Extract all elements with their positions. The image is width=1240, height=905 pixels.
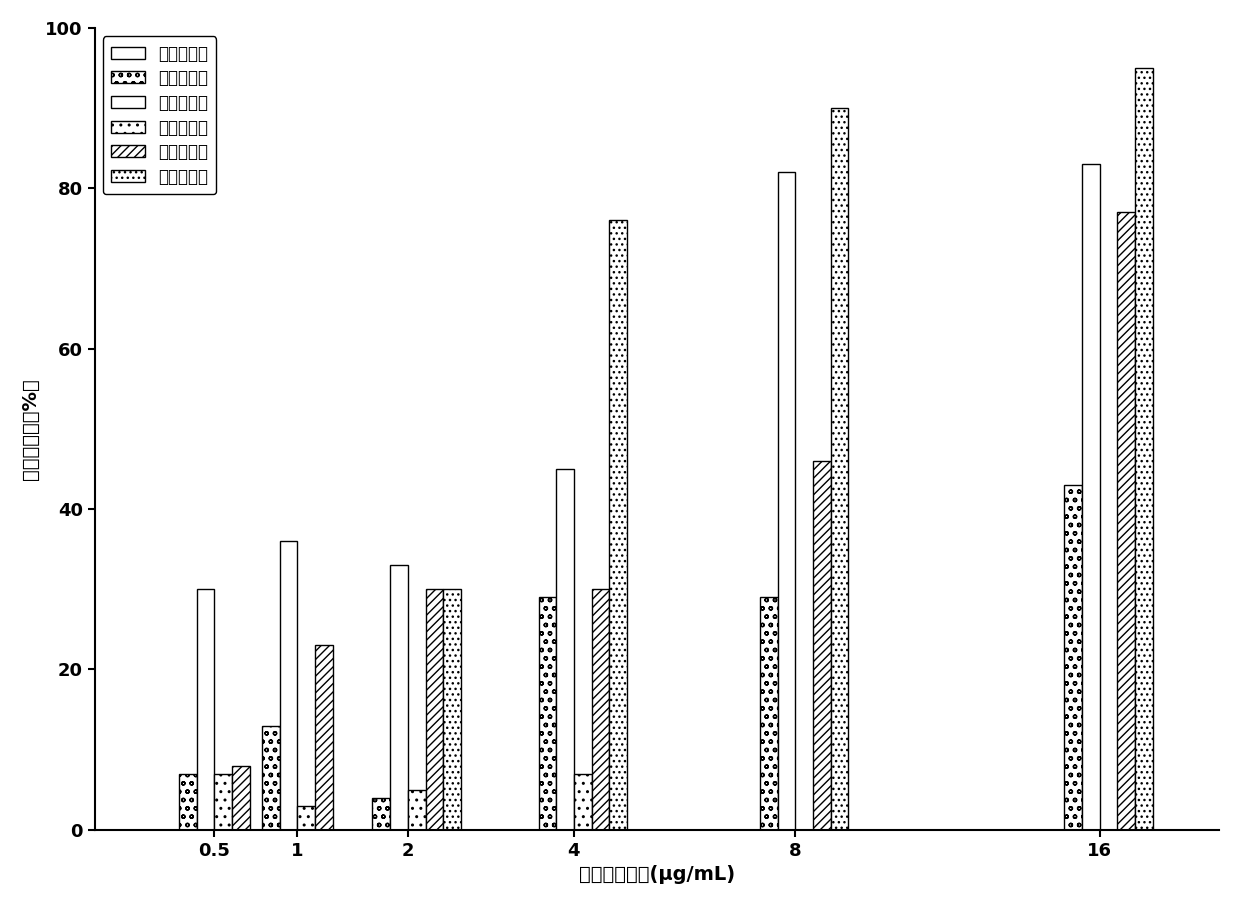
Bar [196, 589, 215, 830]
Bar [609, 220, 627, 830]
Y-axis label: 生长抑制率（%）: 生长抑制率（%） [21, 378, 40, 480]
Bar [1135, 68, 1153, 830]
Bar [1117, 213, 1135, 830]
Bar [813, 461, 831, 830]
Bar [591, 589, 609, 830]
Bar [538, 597, 557, 830]
Bar [391, 565, 408, 830]
Bar [298, 805, 315, 830]
Bar [215, 774, 232, 830]
Bar [557, 469, 574, 830]
Bar [315, 645, 332, 830]
Bar [372, 797, 391, 830]
Bar [262, 726, 279, 830]
Legend: 强壮前沟藻, 赤潮异弯藻, 米氏凯伦藻, 球形樿蕢藻, 东海原甲藻, 中肿骨条藻: 强壮前沟藻, 赤潮异弯藻, 米氏凯伦藻, 球形樿蕢藻, 东海原甲藻, 中肿骨条藻 [103, 36, 216, 195]
Bar [425, 589, 444, 830]
X-axis label: 重著酸销浓度(μg/mL): 重著酸销浓度(μg/mL) [579, 865, 735, 884]
Bar [408, 790, 425, 830]
Bar [760, 597, 777, 830]
Bar [179, 774, 196, 830]
Bar [279, 541, 298, 830]
Bar [444, 589, 461, 830]
Bar [1083, 164, 1100, 830]
Bar [831, 108, 848, 830]
Bar [232, 766, 249, 830]
Bar [777, 172, 795, 830]
Bar [574, 774, 591, 830]
Bar [1064, 485, 1083, 830]
